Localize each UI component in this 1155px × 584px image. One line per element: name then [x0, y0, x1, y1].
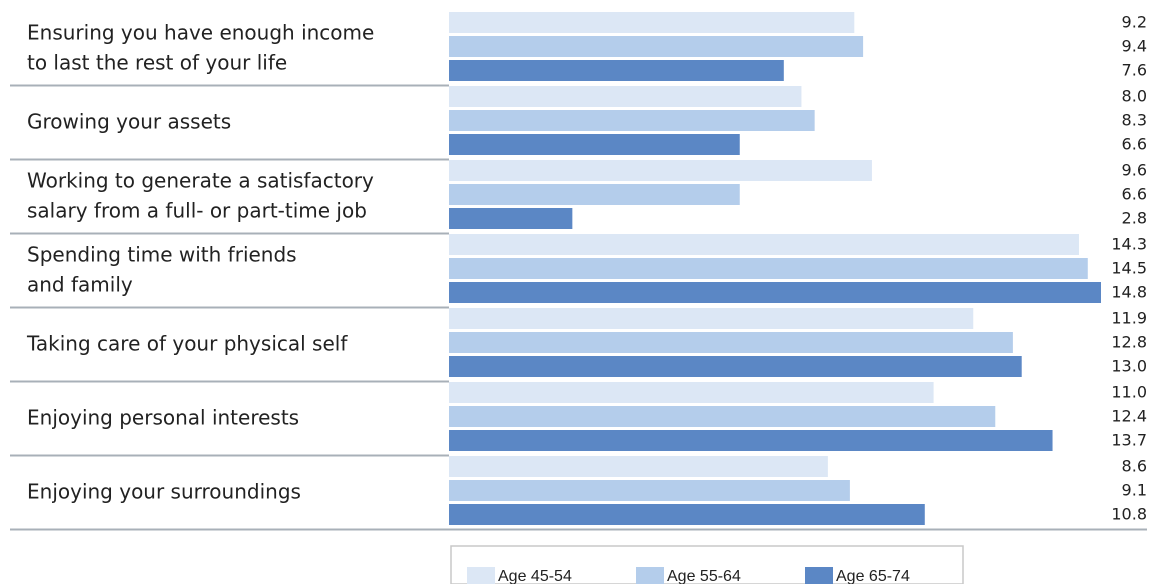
category-label: Working to generate a satisfactory: [27, 169, 374, 193]
category-label: salary from a full- or part-time job: [27, 199, 367, 223]
bar: [449, 308, 973, 329]
value-label: 13.7: [1111, 431, 1147, 450]
bar: [449, 430, 1053, 451]
bar: [449, 504, 925, 525]
bar: [449, 406, 995, 427]
bar: [449, 456, 828, 477]
value-label: 7.6: [1122, 61, 1147, 80]
value-label: 8.3: [1122, 111, 1147, 130]
legend-swatch: [805, 567, 833, 584]
value-label: 12.4: [1111, 407, 1147, 426]
bars: [449, 12, 1101, 525]
value-label: 11.0: [1111, 383, 1147, 402]
category-label: to last the rest of your life: [27, 51, 287, 75]
category-label: Spending time with friends: [27, 243, 297, 267]
bar: [449, 36, 863, 57]
bar: [449, 160, 872, 181]
value-label: 14.3: [1111, 235, 1147, 254]
value-label: 8.6: [1122, 457, 1147, 476]
bar: [449, 110, 815, 131]
value-label: 14.8: [1111, 283, 1147, 302]
category-label: Ensuring you have enough income: [27, 21, 374, 45]
value-label: 11.9: [1111, 309, 1147, 328]
category-labels: Ensuring you have enough income to last t…: [26, 21, 374, 504]
bar: [449, 332, 1013, 353]
legend: Age 45-54 Age 55-64 Age 65-74: [451, 546, 963, 584]
value-label: 9.4: [1122, 37, 1147, 56]
bar: [449, 382, 934, 403]
category-label: Enjoying your surroundings: [27, 480, 301, 504]
bar: [449, 12, 854, 33]
legend-label: Age 45-54: [498, 568, 572, 584]
value-label: 12.8: [1111, 333, 1147, 352]
bar: [449, 134, 740, 155]
value-labels: 9.2 9.4 7.6 8.0 8.3 6.6 9.6 6.6 2.8 14.3 14.5 14.8 1…: [1111, 13, 1147, 524]
legend-swatch: [467, 567, 495, 584]
value-label: 9.6: [1122, 161, 1147, 180]
bar: [449, 356, 1022, 377]
legend-swatch: [636, 567, 664, 584]
value-label: 10.8: [1111, 505, 1147, 524]
bar: [449, 480, 850, 501]
value-label: 6.6: [1122, 185, 1147, 204]
legend-label: Age 55-64: [667, 568, 741, 584]
bar: [449, 184, 740, 205]
value-label: 8.0: [1122, 87, 1147, 106]
legend-label: Age 65-74: [836, 568, 910, 584]
value-label: 2.8: [1122, 209, 1147, 228]
bar: [449, 258, 1088, 279]
bar: [449, 60, 784, 81]
value-label: 14.5: [1111, 259, 1147, 278]
category-label: Enjoying personal interests: [27, 406, 299, 430]
value-label: 13.0: [1111, 357, 1147, 376]
bar: [449, 234, 1079, 255]
category-label: Taking care of your physical self: [26, 332, 348, 356]
value-label: 9.2: [1122, 13, 1147, 32]
value-label: 6.6: [1122, 135, 1147, 154]
category-label: Growing your assets: [27, 110, 231, 134]
value-label: 9.1: [1122, 481, 1147, 500]
bar: [449, 208, 572, 229]
bar: [449, 282, 1101, 303]
category-label: and family: [27, 273, 133, 297]
bar: [449, 86, 801, 107]
